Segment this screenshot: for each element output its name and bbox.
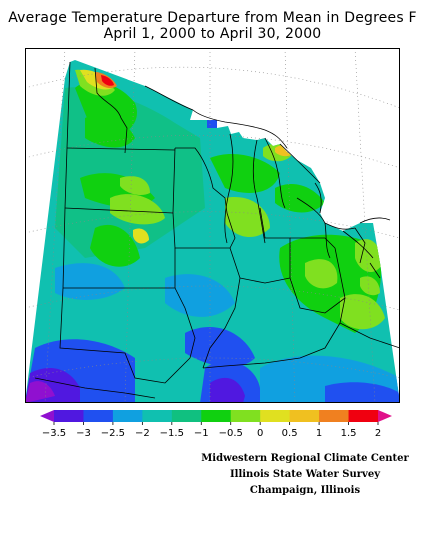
legend-swatch <box>201 410 232 422</box>
legend-swatch <box>83 410 114 422</box>
map-date-range: April 1, 2000 to April 30, 2000 <box>103 26 322 42</box>
color-legend: −3.5 −3 −2.5 −2 −1.5 −1 −0.5 0 0.5 1 1.5 2 <box>40 410 392 439</box>
legend-tick-label: 0.5 <box>282 428 298 439</box>
graticule-lines <box>25 48 400 403</box>
credit-organization: Midwestern Regional Climate Center <box>201 453 409 464</box>
temperature-departure-map <box>25 48 400 403</box>
great-lakes-coastlines <box>144 85 391 259</box>
legend-swatch <box>319 410 350 422</box>
legend-tick-label: −3 <box>76 428 91 439</box>
legend-tick-label: −2.5 <box>101 428 125 439</box>
legend-swatch <box>40 410 54 422</box>
credit-survey: Illinois State Water Survey <box>229 469 381 480</box>
legend-swatch <box>142 410 173 422</box>
legend-swatch <box>171 410 202 422</box>
legend-tick-label: −1 <box>194 428 209 439</box>
legend-tick-label: −3.5 <box>42 428 66 439</box>
legend-swatch <box>348 410 379 422</box>
credit-location: Champaign, Illinois <box>249 485 361 496</box>
map-frame <box>25 48 400 403</box>
legend-tick-label: 2 <box>375 428 381 439</box>
legend-swatch <box>260 410 291 422</box>
legend-swatch <box>112 410 143 422</box>
map-title: Average Temperature Departure from Mean … <box>8 10 417 26</box>
legend-tick-label: −1.5 <box>160 428 184 439</box>
legend-tick-label: −0.5 <box>219 428 243 439</box>
legend-tick-label: 1.5 <box>341 428 357 439</box>
legend-tick-label: −2 <box>135 428 150 439</box>
legend-tick-label: 0 <box>257 428 263 439</box>
legend-swatch <box>378 410 392 422</box>
legend-tick-label: 1 <box>316 428 322 439</box>
legend-swatch <box>230 410 261 422</box>
legend-swatch <box>54 410 84 422</box>
state-boundaries <box>34 61 400 399</box>
legend-swatch <box>289 410 320 422</box>
